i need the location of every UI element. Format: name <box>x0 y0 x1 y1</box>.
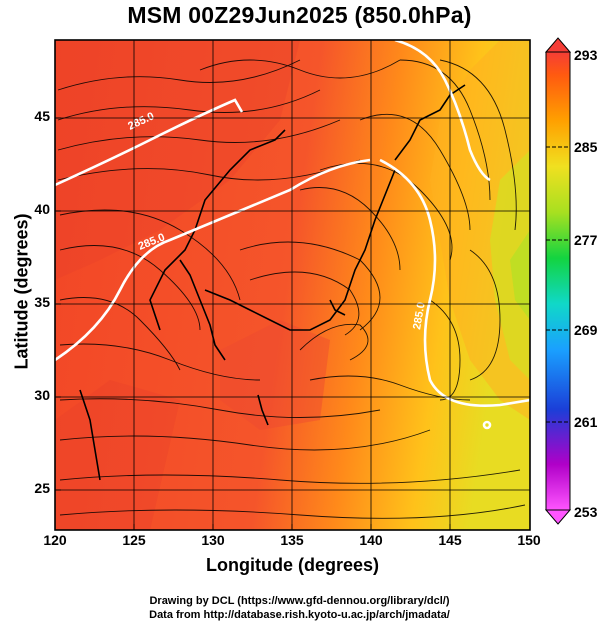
y-tick-label: 40 <box>34 201 50 217</box>
y-tick-label: 25 <box>34 480 50 496</box>
y-axis-label: Latitude (degrees) <box>11 213 32 370</box>
y-tick-label: 35 <box>34 294 50 310</box>
x-tick-label: 125 <box>122 532 146 548</box>
colorbar-tick-label: 269 <box>574 322 598 338</box>
credit-drawing: Drawing by DCL (https://www.gfd-dennou.o… <box>149 595 450 607</box>
x-tick-label: 120 <box>43 532 67 548</box>
x-tick-label: 145 <box>438 532 462 548</box>
credit-data: Data from http://database.rish.kyoto-u.a… <box>149 609 450 621</box>
x-tick-label: 150 <box>517 532 541 548</box>
colorbar-tick-label: 277 <box>574 232 598 248</box>
plot-frame <box>54 39 531 531</box>
grid-lines <box>55 40 530 530</box>
contour-label: 285.0 <box>411 301 428 330</box>
chart-title: MSM 00Z29Jun2025 (850.0hPa) <box>127 2 472 28</box>
colorbar-tick-label: 285 <box>574 139 598 155</box>
coastlines <box>79 84 466 481</box>
colorbar <box>544 37 572 525</box>
colorbar-tick-label: 253 <box>574 504 598 520</box>
colorbar-tick-label: 261 <box>574 414 598 430</box>
x-tick-label: 130 <box>201 532 225 548</box>
colorbar-tick-label: 293 <box>574 47 598 63</box>
y-tick-label: 30 <box>34 387 50 403</box>
x-axis-label: Longitude (degrees) <box>205 555 379 575</box>
wind-streamlines <box>57 59 526 519</box>
x-tick-label: 140 <box>359 532 383 548</box>
x-tick-label: 135 <box>280 532 304 548</box>
y-tick-label: 45 <box>34 108 50 124</box>
axis-ticks <box>55 117 451 530</box>
contour-285 <box>55 40 530 430</box>
